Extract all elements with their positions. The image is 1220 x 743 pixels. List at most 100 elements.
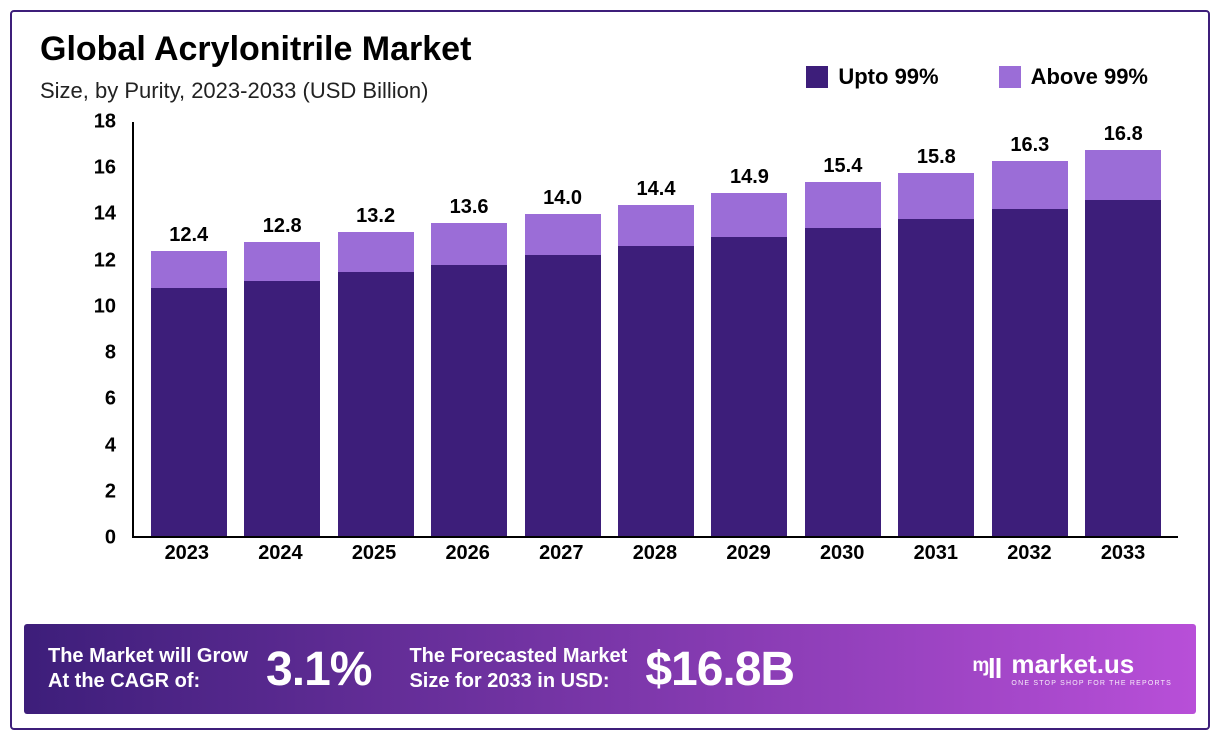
bar-total-label: 16.8 — [1080, 123, 1166, 146]
bar-segment — [618, 205, 694, 246]
bar-group: 13.6 — [426, 122, 512, 536]
chart-subtitle: Size, by Purity, 2023-2033 (USD Billion) — [40, 78, 428, 104]
x-tick-label: 2029 — [706, 542, 792, 568]
cagr-line2: At the CAGR of: — [48, 669, 248, 694]
bar-holder — [431, 122, 507, 536]
legend-item: Upto 99% — [806, 64, 938, 90]
bar-segment — [898, 219, 974, 536]
bar-segment — [618, 246, 694, 536]
legend-label: Upto 99% — [838, 64, 938, 90]
bar-segment — [244, 242, 320, 281]
bar-group: 13.2 — [333, 122, 419, 536]
bar-holder — [338, 122, 414, 536]
x-axis-labels: 2023 2024 2025 2026 2027 2028 2029 2030 2031 2032… — [132, 542, 1178, 568]
chart-area: 024681012141618 12.412.813.213.614.014.4… — [72, 122, 1188, 568]
bar-total-label: 14.9 — [706, 166, 792, 189]
bar-total-label: 14.4 — [613, 178, 699, 201]
bar-total-label: 16.3 — [987, 134, 1073, 157]
y-tick-label: 8 — [105, 342, 116, 365]
cagr-line1: The Market will Grow — [48, 644, 248, 669]
bar-segment — [805, 228, 881, 536]
x-tick-label: 2027 — [518, 542, 604, 568]
bar-segment — [711, 237, 787, 536]
bar-segment — [338, 232, 414, 271]
cagr-value: 3.1% — [266, 642, 371, 697]
bar-segment — [525, 255, 601, 536]
x-tick-label: 2028 — [612, 542, 698, 568]
bar-total-label: 13.2 — [333, 205, 419, 228]
y-tick-label: 12 — [94, 249, 116, 272]
legend-swatch — [806, 66, 828, 88]
bar-group: 15.4 — [800, 122, 886, 536]
x-tick-label: 2031 — [893, 542, 979, 568]
bar-segment — [525, 214, 601, 255]
bar-holder — [151, 122, 227, 536]
forecast-value: $16.8B — [645, 642, 794, 697]
x-tick-label: 2023 — [144, 542, 230, 568]
legend-label: Above 99% — [1031, 64, 1148, 90]
y-tick-label: 2 — [105, 480, 116, 503]
x-tick-label: 2030 — [799, 542, 885, 568]
brand-name: market.us — [1011, 651, 1172, 677]
bar-total-label: 15.8 — [893, 146, 979, 169]
bar-holder — [898, 122, 974, 536]
bar-segment — [244, 281, 320, 536]
footer-banner: The Market will Grow At the CAGR of: 3.1… — [24, 624, 1196, 714]
x-tick-label: 2026 — [425, 542, 511, 568]
y-tick-label: 10 — [94, 295, 116, 318]
bar-segment — [992, 161, 1068, 209]
y-tick-label: 6 — [105, 388, 116, 411]
bar-holder — [992, 122, 1068, 536]
legend-item: Above 99% — [999, 64, 1148, 90]
bar-segment — [805, 182, 881, 228]
plot-region: 12.4 12.8 13.2 13.6 14.0 14.4 14.9 15.4 15.8 16.3… — [132, 122, 1178, 538]
bar-group: 14.9 — [706, 122, 792, 536]
bar-segment — [151, 288, 227, 536]
bar-total-label: 15.4 — [800, 155, 886, 178]
chart-frame: Global Acrylonitrile Market Size, by Pur… — [10, 10, 1210, 730]
x-tick-label: 2024 — [237, 542, 323, 568]
bar-holder — [244, 122, 320, 536]
bar-holder — [525, 122, 601, 536]
forecast-line1: The Forecasted Market — [409, 644, 627, 669]
forecast-text: The Forecasted Market Size for 2033 in U… — [409, 644, 627, 694]
forecast-line2: Size for 2033 in USD: — [409, 669, 627, 694]
y-tick-label: 4 — [105, 434, 116, 457]
x-tick-label: 2025 — [331, 542, 417, 568]
x-tick-label: 2033 — [1080, 542, 1166, 568]
bar-group: 16.3 — [987, 122, 1073, 536]
y-tick-label: 16 — [94, 157, 116, 180]
bar-holder — [1085, 122, 1161, 536]
brand-text: market.us ONE STOP SHOP FOR THE REPORTS — [1011, 651, 1172, 687]
bar-group: 16.8 — [1080, 122, 1166, 536]
bar-segment — [431, 223, 507, 264]
bar-segment — [711, 193, 787, 237]
brand: ᶬll market.us ONE STOP SHOP FOR THE REPO… — [973, 651, 1172, 687]
bar-segment — [431, 265, 507, 536]
bar-total-label: 13.6 — [426, 196, 512, 219]
legend: Upto 99% Above 99% — [806, 64, 1148, 90]
bar-segment — [898, 173, 974, 219]
y-tick-label: 14 — [94, 203, 116, 226]
cagr-text: The Market will Grow At the CAGR of: — [48, 644, 248, 694]
bar-group: 12.8 — [239, 122, 325, 536]
y-tick-label: 18 — [94, 111, 116, 134]
bar-segment — [338, 272, 414, 537]
bar-total-label: 12.8 — [239, 215, 325, 238]
bar-segment — [151, 251, 227, 288]
bar-segment — [1085, 150, 1161, 201]
bars-container: 12.4 12.8 13.2 13.6 14.0 14.4 14.9 15.4 15.8 16.3… — [134, 122, 1178, 536]
chart-title: Global Acrylonitrile Market — [40, 30, 471, 69]
brand-logo-icon: ᶬll — [973, 653, 1001, 685]
y-axis: 024681012141618 — [72, 122, 122, 538]
legend-swatch — [999, 66, 1021, 88]
y-tick-label: 0 — [105, 527, 116, 550]
bar-segment — [992, 209, 1068, 536]
bar-total-label: 14.0 — [520, 187, 606, 210]
brand-tagline: ONE STOP SHOP FOR THE REPORTS — [1011, 680, 1172, 687]
bar-total-label: 12.4 — [146, 224, 232, 247]
bar-group: 15.8 — [893, 122, 979, 536]
bar-segment — [1085, 200, 1161, 536]
bar-holder — [805, 122, 881, 536]
x-tick-label: 2032 — [986, 542, 1072, 568]
